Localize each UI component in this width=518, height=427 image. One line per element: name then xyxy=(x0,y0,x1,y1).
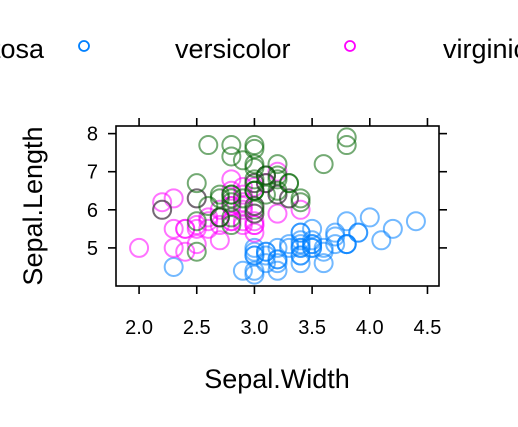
point-versicolor xyxy=(129,237,150,258)
point-virginica xyxy=(221,207,242,228)
point-virginica xyxy=(290,192,311,213)
point-virginica xyxy=(244,154,265,175)
point-setosa xyxy=(325,226,346,247)
point-virginica xyxy=(186,241,207,262)
point-setosa xyxy=(302,218,323,239)
point-versicolor xyxy=(186,218,207,239)
point-virginica xyxy=(267,154,288,175)
point-setosa xyxy=(279,237,300,258)
point-setosa xyxy=(290,222,311,243)
point-setosa xyxy=(163,256,184,277)
data-points xyxy=(129,127,426,285)
point-versicolor xyxy=(163,218,184,239)
point-virginica xyxy=(186,211,207,232)
axis-ticks: 2.0 2.5 3.0 3.5 4.0 4.5 5 6 7 8 xyxy=(87,118,447,339)
point-setosa xyxy=(313,241,334,262)
point-setosa xyxy=(244,264,265,285)
point-versicolor xyxy=(244,211,265,232)
point-virginica xyxy=(221,188,242,209)
x-tick-label: 2.0 xyxy=(125,317,153,339)
point-setosa xyxy=(267,260,288,281)
point-setosa xyxy=(382,218,403,239)
x-tick-label: 4.0 xyxy=(356,317,384,339)
point-setosa xyxy=(267,253,288,274)
legend-marker-versicolor xyxy=(344,40,356,52)
point-virginica xyxy=(152,199,173,220)
point-setosa xyxy=(244,260,265,281)
point-setosa xyxy=(348,222,369,243)
x-tick-label: 4.5 xyxy=(414,317,442,339)
plot-panel xyxy=(115,125,440,287)
point-versicolor xyxy=(163,237,184,258)
legend-label-virginica: virginica xyxy=(443,34,518,64)
point-virginica xyxy=(186,173,207,194)
legend-marker-setosa xyxy=(78,40,90,52)
point-virginica xyxy=(313,154,334,175)
x-tick-label: 3.5 xyxy=(298,317,326,339)
point-setosa xyxy=(359,207,380,228)
point-virginica xyxy=(198,135,219,156)
y-tick-label: 7 xyxy=(87,162,98,184)
point-virginica xyxy=(267,169,288,190)
point-virginica xyxy=(221,135,242,156)
point-setosa xyxy=(290,253,311,274)
point-virginica xyxy=(244,135,265,156)
point-virginica xyxy=(244,180,265,201)
x-axis-title: Sepal.Width xyxy=(204,364,350,394)
legend-label-setosa: setosa xyxy=(0,34,45,64)
point-virginica xyxy=(209,207,230,228)
x-tick-label: 2.5 xyxy=(183,317,211,339)
point-setosa xyxy=(405,211,426,232)
y-tick-label: 5 xyxy=(87,238,98,260)
point-virginica xyxy=(232,150,253,171)
point-virginica xyxy=(267,184,288,205)
y-axis-title: Sepal.Length xyxy=(18,126,48,285)
point-versicolor xyxy=(163,188,184,209)
point-virginica xyxy=(279,173,300,194)
y-tick-label: 8 xyxy=(87,124,98,146)
point-versicolor xyxy=(244,222,265,243)
point-setosa xyxy=(371,230,392,251)
point-virginica xyxy=(336,135,357,156)
point-versicolor xyxy=(290,199,311,220)
y-tick-label: 6 xyxy=(87,200,98,222)
point-setosa xyxy=(244,245,265,266)
point-versicolor xyxy=(221,169,242,190)
point-setosa xyxy=(336,211,357,232)
point-virginica xyxy=(336,127,357,148)
point-setosa xyxy=(267,237,288,258)
point-virginica xyxy=(244,203,265,224)
point-setosa xyxy=(290,234,311,255)
point-virginica xyxy=(221,146,242,167)
point-virginica xyxy=(186,188,207,209)
point-virginica xyxy=(255,184,276,205)
legend: setosa versicolor virginica xyxy=(0,34,518,64)
legend-label-versicolor: versicolor xyxy=(175,34,291,64)
point-setosa xyxy=(313,253,334,274)
x-tick-label: 3.0 xyxy=(241,317,269,339)
point-versicolor xyxy=(209,230,230,251)
point-versicolor xyxy=(186,234,207,255)
point-versicolor xyxy=(152,192,173,213)
point-setosa xyxy=(255,241,276,262)
point-virginica xyxy=(244,173,265,194)
point-setosa xyxy=(302,237,323,258)
point-setosa xyxy=(232,260,253,281)
point-virginica xyxy=(290,188,311,209)
point-versicolor xyxy=(267,203,288,224)
